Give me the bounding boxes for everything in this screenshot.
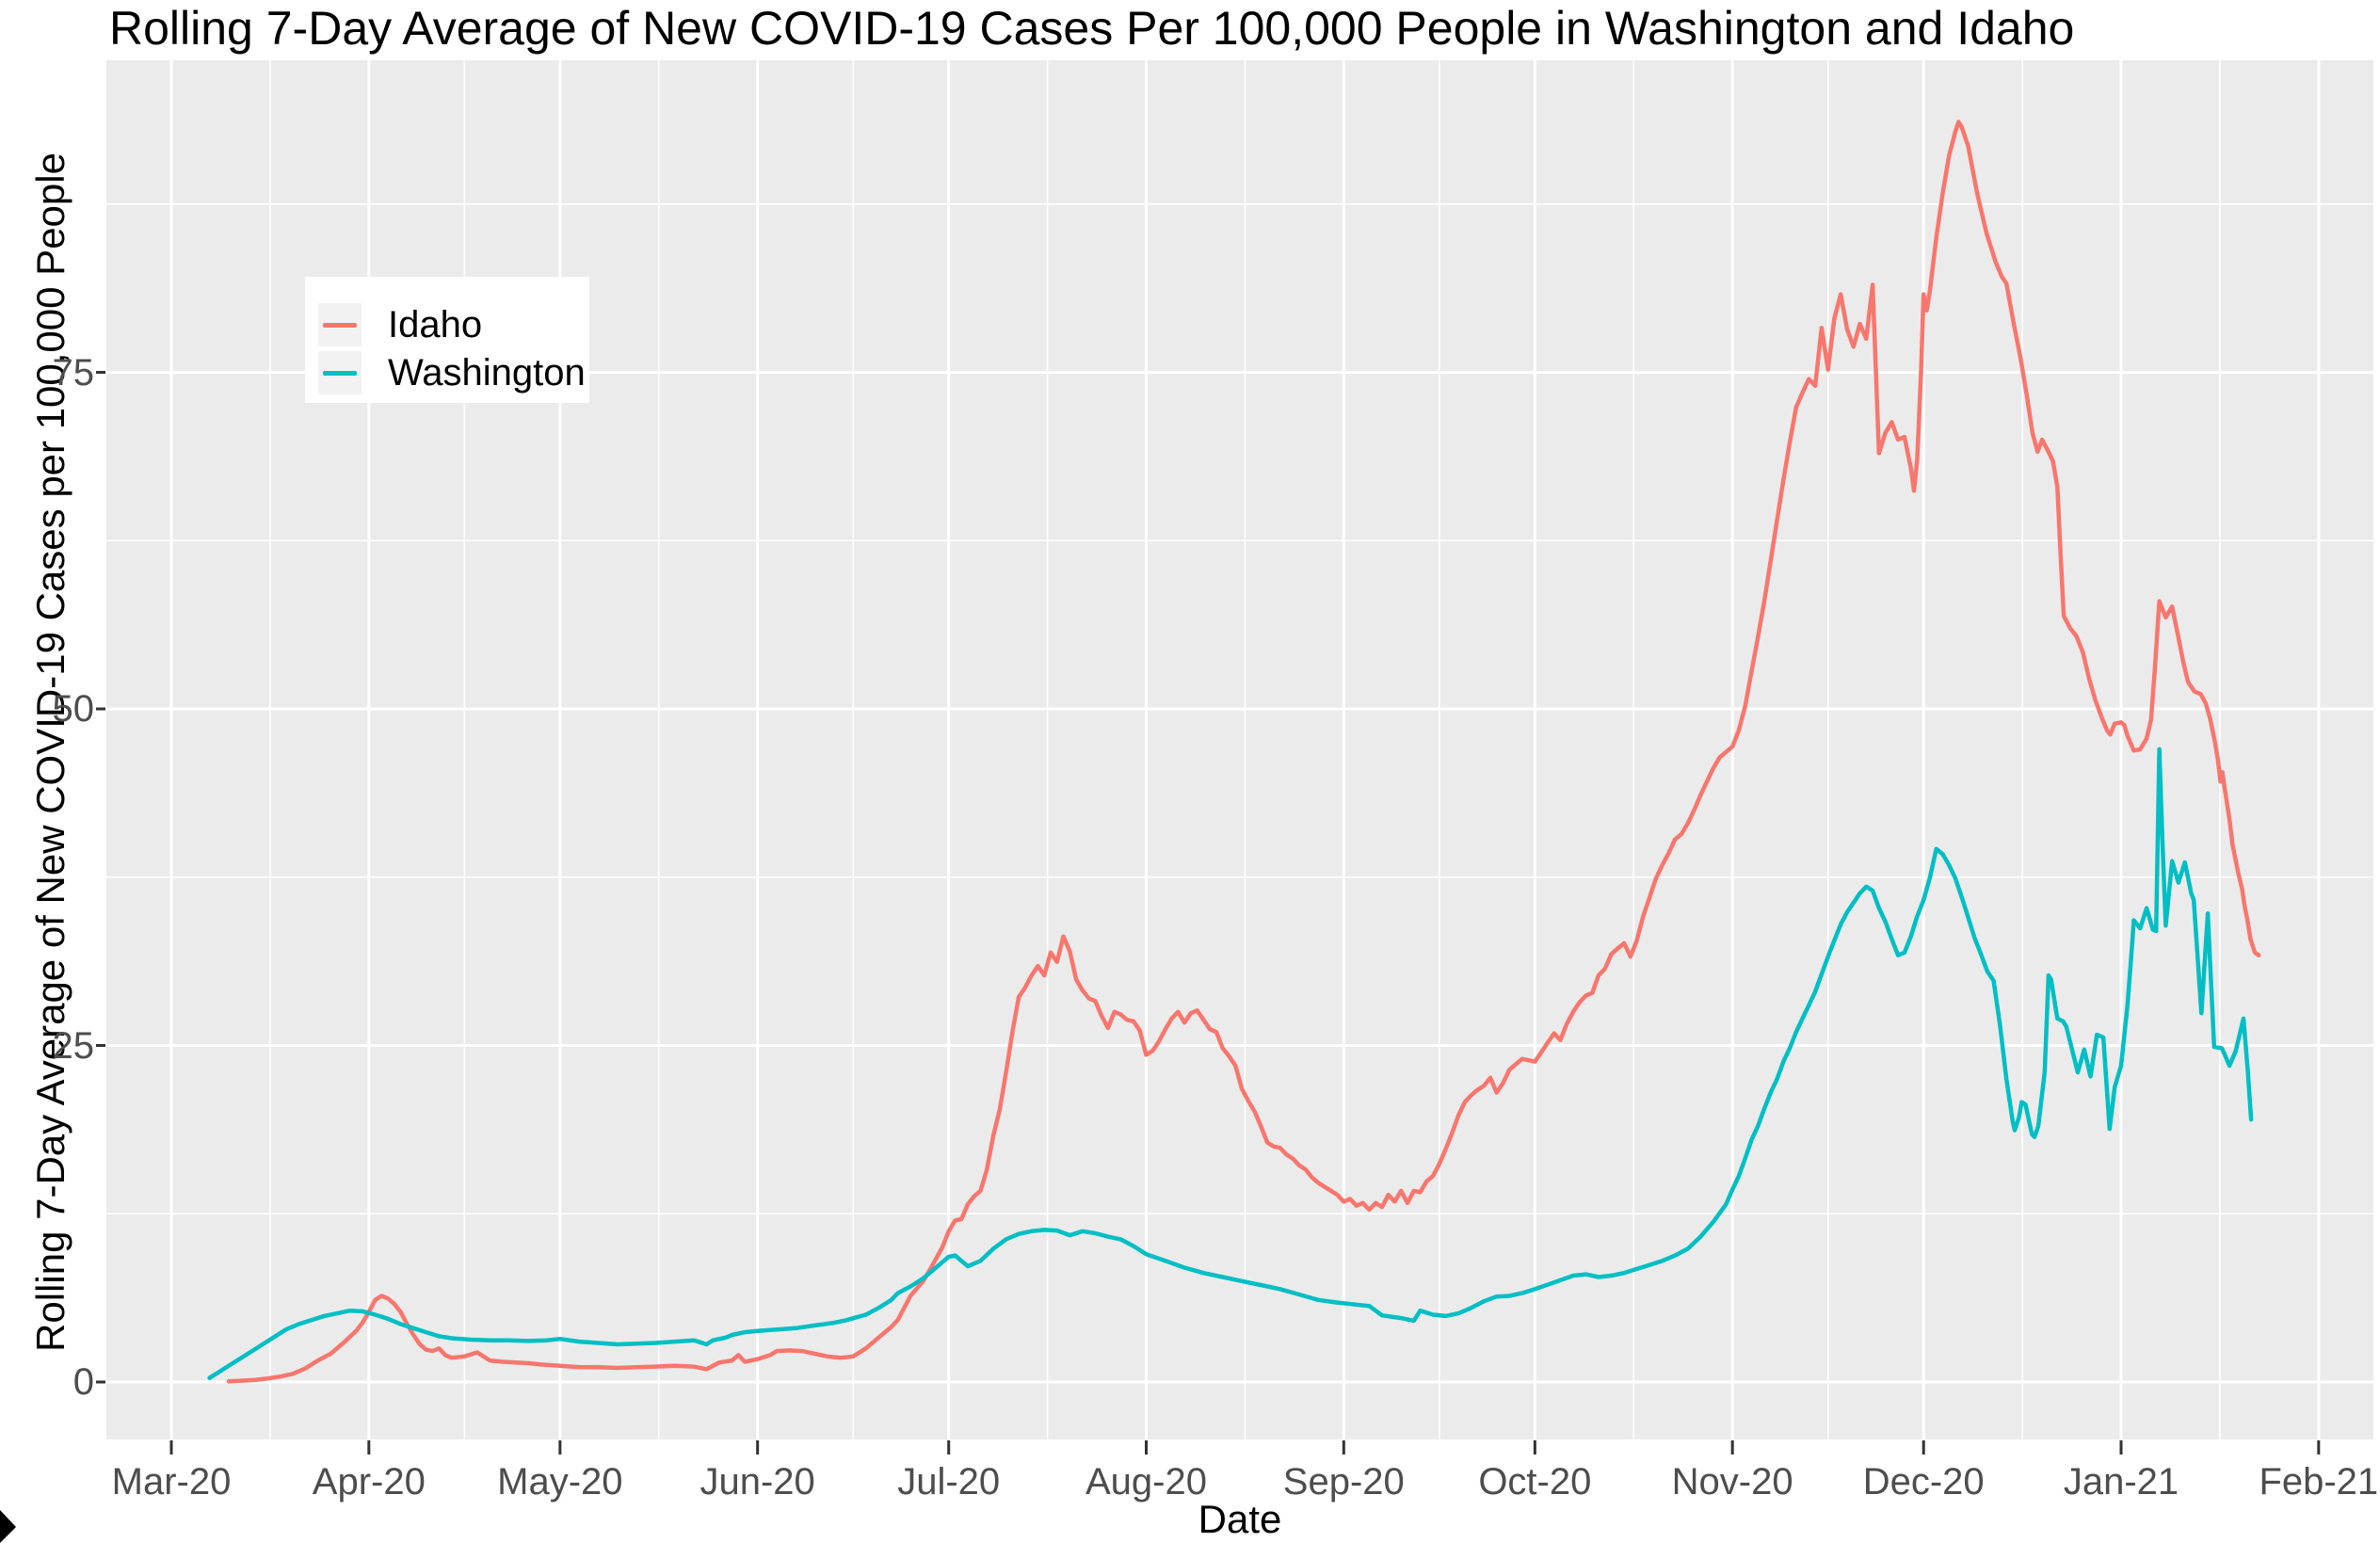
x-tick-label-mar-20: Mar-20 bbox=[111, 1461, 232, 1503]
y-axis-title: Rolling 7-Day Average of New COVID-19 Ca… bbox=[28, 153, 72, 1352]
x-tick-label-jun-20: Jun-20 bbox=[700, 1461, 815, 1503]
legend-item-idaho: Idaho bbox=[318, 303, 482, 346]
plot-panel bbox=[106, 60, 2373, 1439]
series-line-idaho bbox=[226, 120, 2261, 1384]
legend-label-idaho: Idaho bbox=[388, 303, 483, 346]
legend-key-washington bbox=[318, 351, 362, 394]
x-tick-label-sep-20: Sep-20 bbox=[1282, 1461, 1405, 1503]
x-tick-label-oct-20: Oct-20 bbox=[1478, 1461, 1592, 1503]
x-tick-label-apr-20: Apr-20 bbox=[312, 1461, 426, 1503]
legend-key-line-idaho bbox=[323, 322, 357, 328]
y-tick-label-0: 0 bbox=[72, 1361, 94, 1403]
legend-key-line-washington bbox=[323, 370, 357, 376]
x-tick-label-jan-21: Jan-21 bbox=[2063, 1461, 2179, 1503]
legend-box: Idaho Washington bbox=[305, 277, 589, 403]
cursor-artifact bbox=[0, 1510, 16, 1543]
x-tick-label-nov-20: Nov-20 bbox=[1671, 1461, 1793, 1503]
x-tick-label-aug-20: Aug-20 bbox=[1085, 1461, 1207, 1503]
legend-label-washington: Washington bbox=[388, 351, 586, 394]
series-line-washington bbox=[207, 747, 2254, 1380]
y-tick-label-75: 75 bbox=[52, 351, 95, 394]
x-tick-label-feb-21: Feb-21 bbox=[2259, 1461, 2379, 1503]
x-tick-label-jul-20: Jul-20 bbox=[897, 1461, 1001, 1503]
x-tick-label-may-20: May-20 bbox=[497, 1461, 623, 1503]
y-tick-label-25: 25 bbox=[52, 1024, 95, 1067]
chart-title: Rolling 7-Day Average of New COVID-19 Ca… bbox=[109, 2, 2075, 55]
y-tick-label-50: 50 bbox=[52, 688, 95, 730]
legend-key-idaho bbox=[318, 303, 362, 346]
x-axis-title: Date bbox=[1198, 1497, 1282, 1541]
legend-item-washington: Washington bbox=[318, 351, 586, 394]
x-tick-label-dec-20: Dec-20 bbox=[1862, 1461, 1985, 1503]
